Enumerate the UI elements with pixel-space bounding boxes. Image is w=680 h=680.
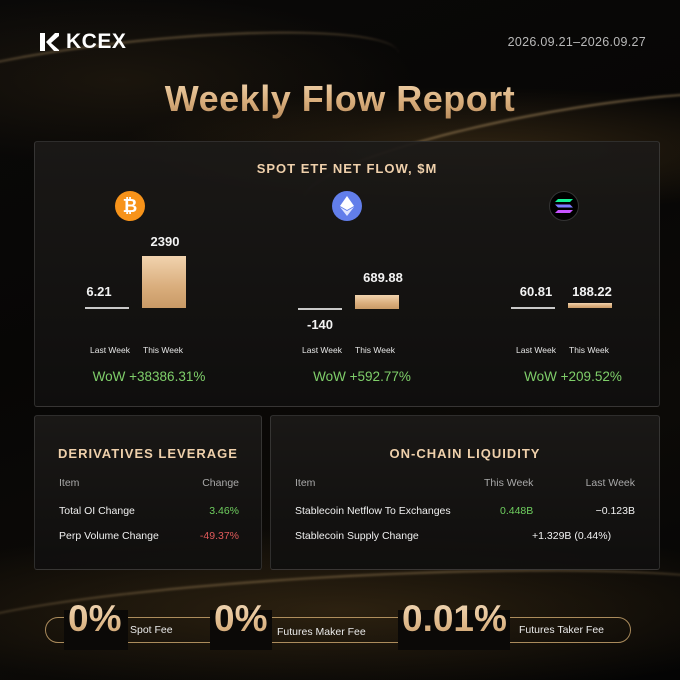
etf-flow-panel: SPOT ETF NET FLOW, $M ₿ 6.21 2390 Last W… (34, 141, 660, 407)
btc-this-week-value: 2390 (150, 234, 180, 249)
futures-maker-fee-label: Futures Maker Fee (277, 626, 366, 638)
onchain-header-last-week: Last Week (585, 477, 635, 489)
date-range: 2026.09.21–2026.09.27 (507, 35, 646, 49)
spot-fee-label: Spot Fee (130, 624, 173, 636)
page-title: Weekly Flow Report (0, 78, 680, 120)
onchain-header-item: Item (295, 477, 316, 489)
fee-strip (45, 617, 631, 643)
eth-this-week-value: 689.88 (363, 270, 403, 285)
eth-last-week-label: Last Week (301, 345, 342, 355)
solana-icon (549, 191, 579, 221)
sol-this-week-bar (568, 303, 612, 308)
eth-this-week-bar (355, 295, 399, 309)
sol-last-week-label: Last Week (515, 345, 556, 355)
eth-wow-change: WoW +592.77% (313, 369, 411, 384)
derivatives-panel: DERIVATIVES LEVERAGE Item Change Total O… (34, 415, 262, 570)
derivatives-header-change: Change (202, 477, 239, 489)
eth-this-week-label: This Week (355, 345, 395, 355)
eth-flow-group: -140 689.88 Last Week This Week WoW +592… (247, 142, 447, 408)
onchain-row-item: Stablecoin Netflow To Exchanges (295, 505, 451, 517)
btc-last-week-value: 6.21 (86, 284, 112, 299)
etf-panel-title: SPOT ETF NET FLOW, $M (256, 161, 438, 176)
derivatives-row-item: Perp Volume Change (59, 530, 159, 542)
derivatives-row-change: 3.46% (209, 505, 239, 517)
onchain-row-this-week: 0.448B (500, 505, 534, 517)
derivatives-row-change: -49.37% (199, 530, 239, 542)
btc-wow-change: WoW +38386.31% (92, 369, 206, 384)
derivatives-title: DERIVATIVES LEVERAGE (58, 446, 238, 461)
onchain-row-item: Stablecoin Supply Change (295, 530, 419, 542)
fee-mask (64, 610, 128, 650)
onchain-row-last-week: −0.123B (595, 505, 635, 517)
derivatives-row-item: Total OI Change (59, 505, 135, 517)
onchain-header-this-week: This Week (484, 477, 534, 489)
sol-this-week-label: This Week (569, 345, 609, 355)
futures-taker-fee-value: 0.01% (402, 598, 507, 639)
btc-flow-group: ₿ 6.21 2390 Last Week This Week WoW +383… (35, 142, 235, 408)
eth-last-week-value: -140 (306, 317, 334, 332)
spot-fee-value: 0% (68, 598, 122, 639)
sol-this-week-value: 188.22 (572, 284, 612, 299)
ethereum-icon (332, 191, 362, 221)
btc-this-week-bar (142, 256, 186, 308)
fee-mask (210, 610, 272, 650)
onchain-liquidity-panel: ON-CHAIN LIQUIDITY Item This Week Last W… (270, 415, 660, 570)
kcex-logo-icon (38, 31, 60, 53)
btc-this-week-label: This Week (143, 345, 183, 355)
sol-last-week-value: 60.81 (519, 284, 553, 299)
onchain-row-value: +1.329B (0.44%) (532, 530, 612, 542)
onchain-title: ON-CHAIN LIQUIDITY (389, 446, 541, 461)
derivatives-header-item: Item (59, 477, 80, 489)
sol-wow-change: WoW +209.52% (524, 369, 622, 384)
futures-taker-fee-label: Futures Taker Fee (519, 624, 605, 636)
fee-mask (398, 610, 510, 650)
btc-last-week-label: Last Week (89, 345, 130, 355)
brand-name: KCEX (66, 30, 127, 53)
sol-flow-group: 60.81 188.22 Last Week This Week WoW +20… (461, 142, 661, 408)
futures-maker-fee-value: 0% (214, 598, 268, 639)
sol-last-week-bar (511, 307, 555, 309)
btc-last-week-bar (85, 307, 129, 309)
brand-logo: KCEX (38, 30, 126, 54)
bitcoin-icon: ₿ (115, 191, 145, 221)
eth-last-week-bar (298, 308, 342, 310)
